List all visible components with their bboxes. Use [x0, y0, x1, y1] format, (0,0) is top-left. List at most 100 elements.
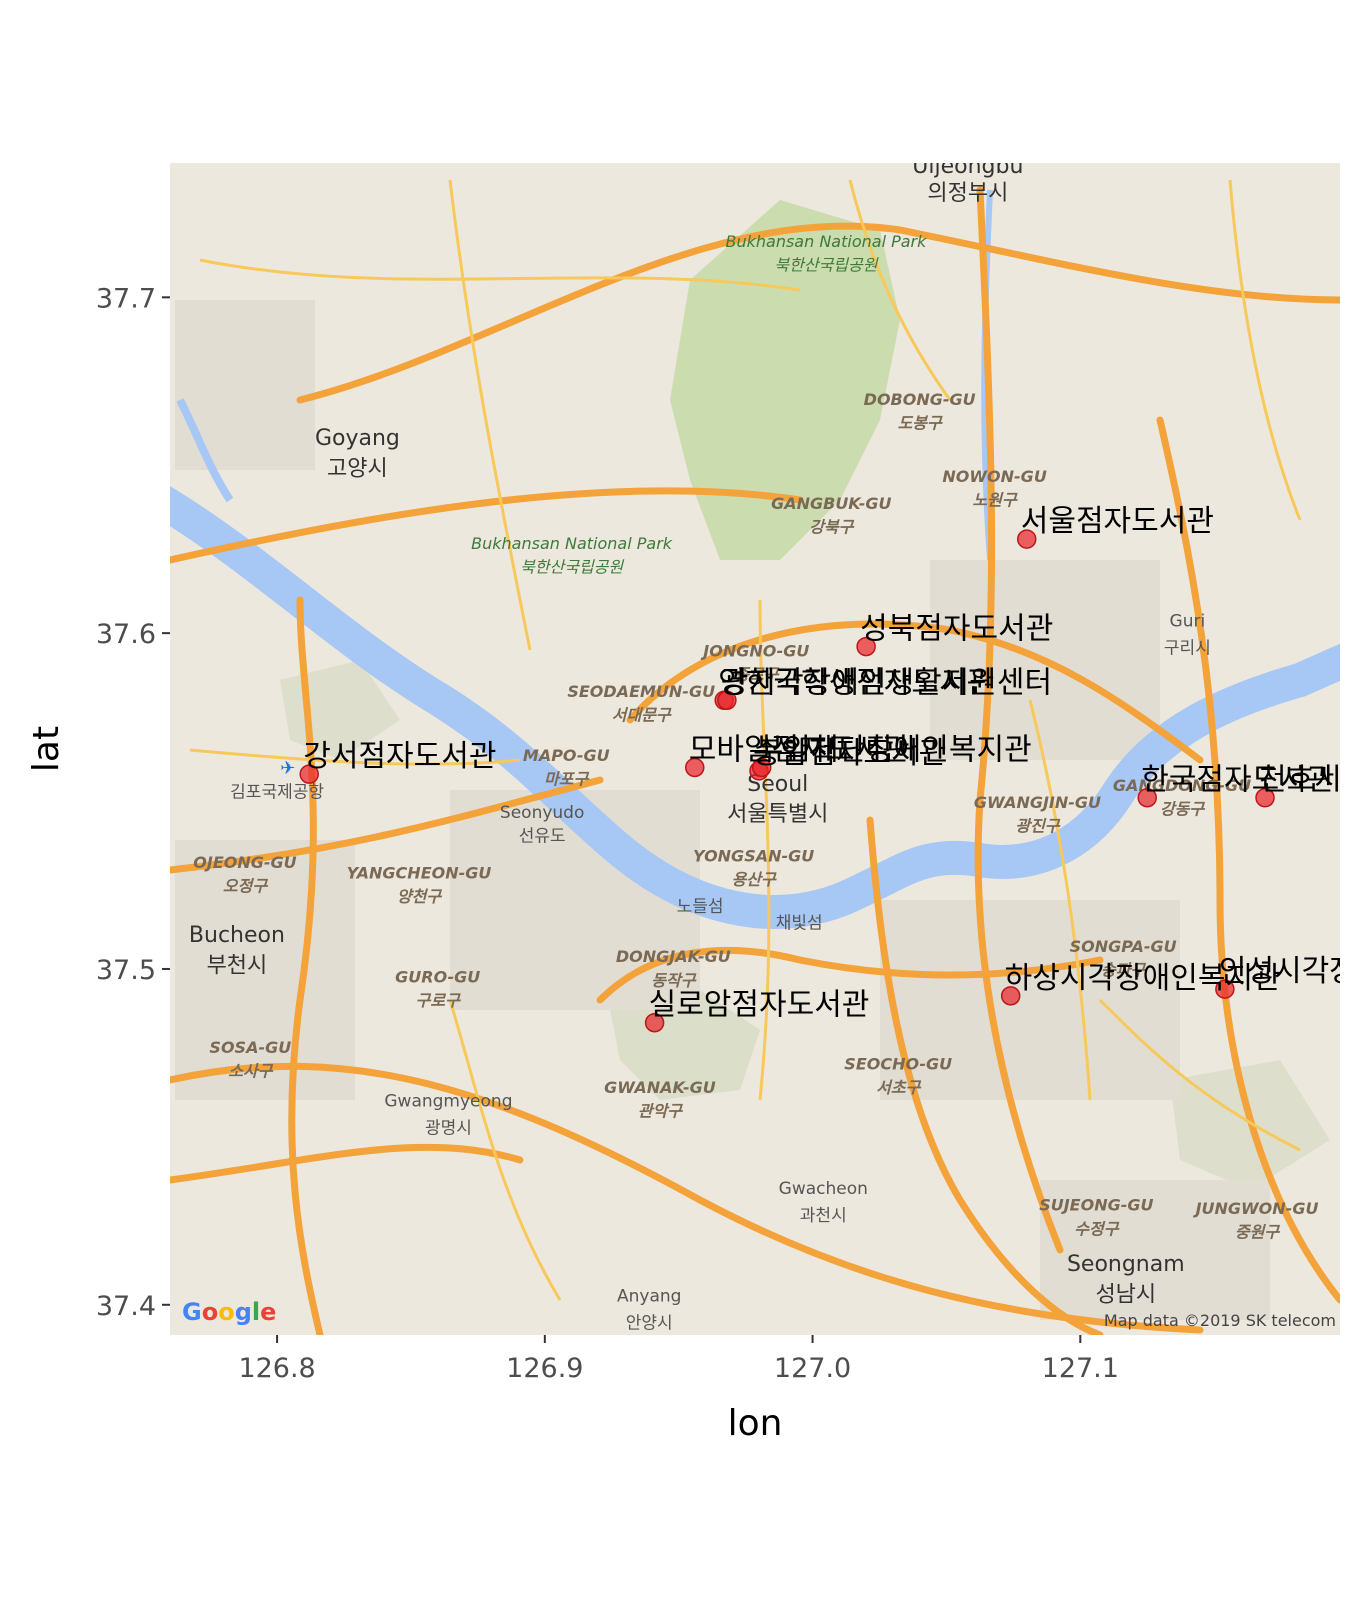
x-tick-label: 126.8 [238, 1353, 315, 1384]
place-label: 선유도 [519, 826, 566, 846]
district-label: 강북구 [809, 517, 854, 536]
mountain-park-area [670, 200, 900, 560]
y-tick-label: 37.6 [96, 619, 156, 650]
district-label: 강동구 [1160, 799, 1205, 818]
y-axis-title: lat [26, 726, 67, 772]
district-label: 도봉구 [898, 413, 943, 432]
city-label: 서울특별시 [727, 802, 828, 827]
city-label: 성남시 [1095, 1282, 1156, 1307]
place-label: 채빛섬 [776, 914, 823, 934]
district-label: JONGNO-GU [700, 642, 809, 661]
x-axis: 126.8 126.9 127.0 127.1 [238, 1335, 1119, 1384]
district-label: 서초구 [876, 1078, 921, 1097]
y-axis: 37.4 37.5 37.6 37.7 [96, 283, 170, 1322]
airport-icon: ✈ [280, 758, 295, 779]
x-axis-title: lon [728, 1403, 783, 1444]
library-label: 인성시각장애인복지관 [1219, 954, 1368, 989]
library-label: 부임재단장애인복지관 [756, 732, 1032, 767]
district-label: DONGJAK-GU [616, 947, 731, 966]
x-tick-label: 127.1 [1042, 1353, 1119, 1384]
district-label: 소사구 [228, 1061, 273, 1080]
library-point[interactable] [1000, 986, 1021, 1006]
district-label: YONGSAN-GU [693, 846, 814, 865]
place-label: 구리시 [1164, 638, 1211, 658]
district-label: SUJEONG-GU [1039, 1196, 1153, 1215]
district-label: 마포구 [544, 769, 589, 788]
park-label: 북한산국립공원 [774, 255, 878, 274]
library-point[interactable] [856, 636, 876, 657]
city-label: 고양시 [327, 456, 388, 481]
library-point[interactable] [685, 757, 705, 778]
x-tick-label: 126.9 [506, 1353, 583, 1384]
city-label: Bucheon [189, 923, 285, 948]
urban-blocks [175, 300, 1270, 1320]
place-label: Seonyudo [500, 803, 584, 823]
x-tick-label: 127.0 [774, 1353, 851, 1384]
y-tick-label: 37.5 [96, 955, 156, 986]
place-label: 김포국제공항 [230, 783, 324, 803]
district-label: MAPO-GU [523, 746, 610, 765]
library-label: 하상시각장애인복지관 [1005, 961, 1281, 996]
district-label: DOBONG-GU [864, 390, 976, 409]
library-label: 천호시각장애인복지관 [1259, 763, 1368, 798]
district-label: 수정구 [1074, 1219, 1119, 1238]
district-label: SEOCHO-GU [844, 1055, 952, 1074]
city-label: 의정부시 [927, 181, 1008, 206]
y-tick-label: 37.7 [96, 283, 156, 314]
city-label: Uijeongbu [912, 154, 1023, 179]
y-tick-label: 37.4 [96, 1291, 156, 1322]
library-label: 실로암점자도서관 [649, 988, 870, 1023]
library-label: 영한국학생점자도서관 [718, 665, 994, 700]
city-label: 부천시 [207, 953, 268, 978]
library-point[interactable] [751, 757, 772, 778]
svg-text:Google: Google [182, 1298, 276, 1326]
place-label: Gwangmyeong [384, 1092, 512, 1112]
district-label: 서대문구 [612, 705, 672, 724]
place-label: 노들섬 [677, 897, 724, 917]
library-point[interactable] [1137, 787, 1157, 808]
district-label: JUNGWON-GU [1193, 1199, 1319, 1218]
district-label: NOWON-GU [942, 467, 1046, 486]
city-label: Seongnam [1067, 1252, 1185, 1277]
district-label: 동작구 [651, 971, 696, 990]
library-point[interactable] [717, 690, 737, 711]
library-point[interactable] [299, 764, 319, 784]
library-label: 강서점자도서관 [303, 739, 496, 774]
place-label: 광명시 [425, 1119, 472, 1139]
district-label: 송파구 [1101, 961, 1146, 980]
place-label: Anyang [617, 1286, 681, 1306]
motorways [170, 186, 1340, 1335]
library-point[interactable] [1215, 979, 1235, 999]
district-label: 양천구 [397, 887, 442, 906]
district-label: GURO-GU [395, 967, 480, 986]
library-label: 한국점자도서관 [1141, 763, 1334, 798]
district-label: GANGBUK-GU [771, 494, 891, 513]
place-label: Gwacheon [779, 1179, 868, 1199]
library-points [299, 529, 1275, 1033]
park-label: Bukhansan National Park [726, 232, 928, 251]
district-label: GWANAK-GU [604, 1078, 716, 1097]
district-label: 중원구 [1235, 1223, 1280, 1242]
library-point[interactable] [644, 1012, 665, 1033]
district-label: 오정구 [223, 877, 268, 896]
map-place-labels: Goyang고양시Bucheon부천시Seoul서울특별시Seongnam성남시… [189, 154, 1319, 1333]
district-label: 구로구 [416, 991, 461, 1010]
library-point[interactable] [1017, 529, 1037, 549]
district-label: SONGPA-GU [1070, 937, 1177, 956]
google-logo: Google [182, 1298, 276, 1326]
map-attribution: Map data ©2019 SK telecom [1104, 1311, 1336, 1330]
library-label: 송암점자도서관 [753, 736, 946, 771]
library-label: 성북점자도서관 [860, 612, 1053, 647]
district-label: 관악구 [638, 1102, 683, 1121]
district-label: OJEONG-GU [193, 853, 296, 872]
map-panel[interactable]: Goyang고양시Bucheon부천시Seoul서울특별시Seongnam성남시… [160, 154, 1368, 1335]
library-point[interactable] [1255, 787, 1275, 808]
district-label: SEODAEMUN-GU [567, 682, 715, 701]
district-label: 노원구 [973, 491, 1018, 510]
place-label: 과천시 [800, 1206, 847, 1226]
river-tributary [176, 398, 234, 503]
district-label: GWANGJIN-GU [974, 793, 1101, 812]
library-label: 광지각장애인생활지원센터 [721, 665, 1052, 700]
district-label: 종로구 [734, 665, 779, 684]
